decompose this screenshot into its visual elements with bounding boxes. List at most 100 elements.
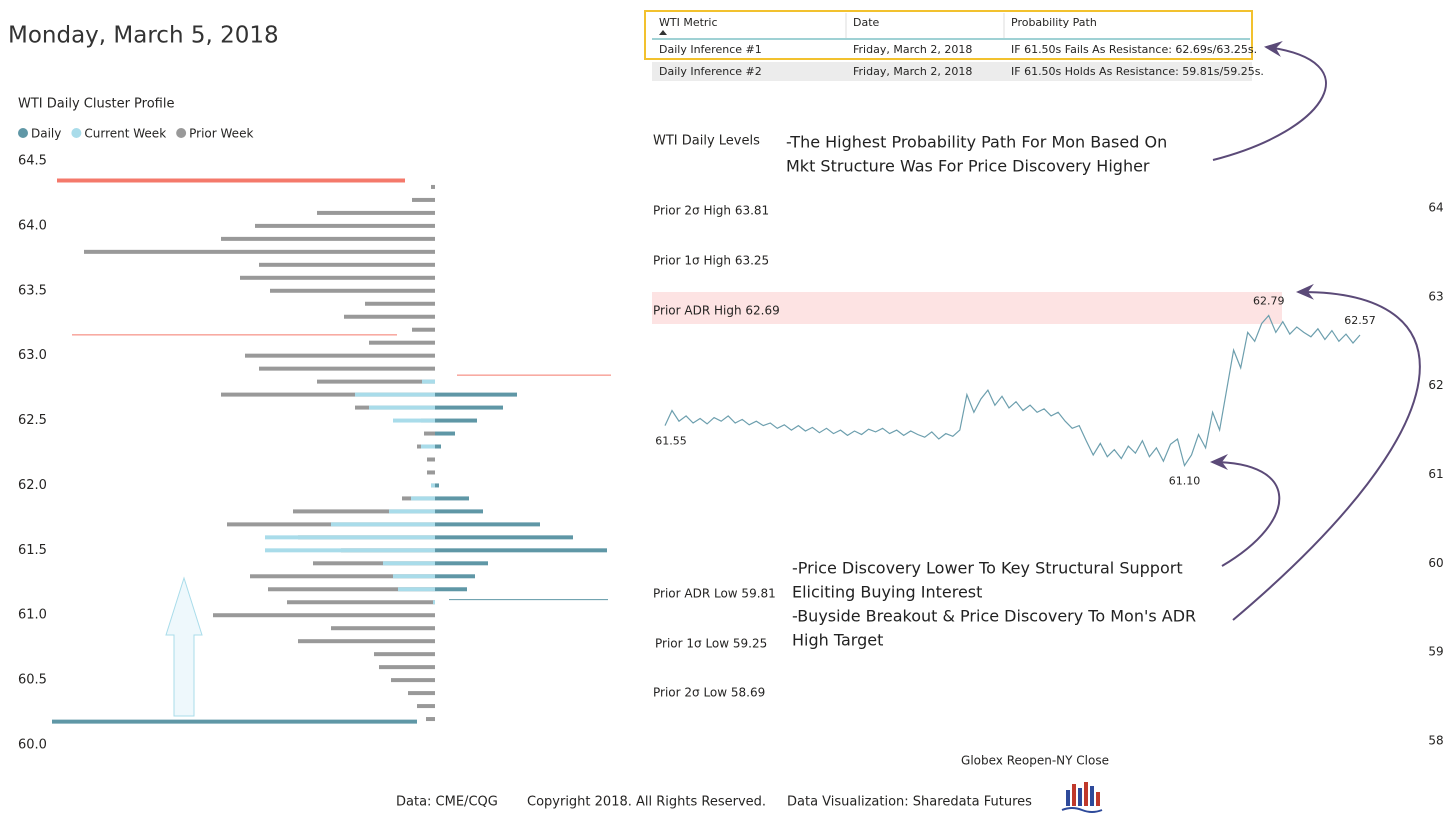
bar: [435, 496, 469, 501]
bar: [435, 405, 503, 410]
bar: [427, 470, 435, 475]
bar: [317, 210, 435, 215]
note: -The Highest Probability Path For Mon Ba…: [786, 133, 1167, 152]
legend-label: Daily: [31, 127, 61, 141]
y-tick-label: 62: [1428, 378, 1443, 392]
footer-text: Data: CME/CQG: [396, 795, 498, 810]
bar: [435, 574, 475, 579]
y-tick-label: 61.5: [18, 543, 47, 558]
bar: [398, 587, 435, 592]
bar: [365, 301, 435, 306]
level-label: Prior 1σ Low 59.25: [655, 637, 767, 651]
level-label: Prior 1σ High 63.25: [653, 254, 769, 268]
y-tick-label: 63.0: [18, 348, 47, 363]
bar: [427, 457, 435, 462]
chart-title: WTI Daily Cluster Profile: [18, 97, 174, 112]
bar: [435, 535, 573, 540]
bar: [433, 600, 435, 605]
level-label: Prior 2σ High 63.81: [653, 204, 769, 218]
footer-text: Data Visualization: Sharedata Futures: [787, 795, 1032, 810]
bar: [259, 366, 435, 371]
cell: Friday, March 2, 2018: [853, 65, 972, 78]
y-tick-label: 62.5: [18, 413, 47, 428]
logo: [1061, 782, 1103, 813]
sort-icon: [659, 30, 667, 35]
note: -Price Discovery Lower To Key Structural…: [792, 559, 1183, 578]
y-tick-label: 58: [1428, 734, 1443, 748]
bar: [213, 613, 435, 618]
legend-label: Current Week: [84, 127, 166, 141]
bar: [255, 223, 435, 228]
bar: [421, 444, 435, 449]
bar: [412, 197, 435, 202]
note: -Buyside Breakout & Price Discovery To M…: [792, 607, 1196, 626]
bar: [389, 509, 435, 514]
bar: [298, 639, 435, 644]
bar: [265, 535, 435, 540]
bar: [411, 496, 435, 501]
legend-marker: [176, 128, 187, 138]
y-tick-label: 63: [1428, 289, 1443, 303]
data-label: 61.55: [655, 435, 687, 448]
arrow: [1210, 454, 1281, 567]
y-tick-label: 64.5: [18, 154, 47, 169]
level-label: Prior ADR High 62.69: [653, 304, 780, 318]
bar: [383, 561, 435, 566]
y-tick-label: 64: [1428, 201, 1443, 215]
bar: [221, 392, 435, 397]
arrow: [1212, 41, 1327, 161]
page-title: Monday, March 5, 2018: [8, 23, 279, 49]
cell: IF 61.50s Holds As Resistance: 59.81s/59…: [1011, 65, 1264, 78]
bar: [422, 379, 435, 384]
bar: [331, 522, 435, 527]
legend-marker: [18, 128, 28, 138]
bar: [435, 587, 467, 592]
bar: [424, 431, 435, 436]
bar: [245, 353, 435, 358]
note: Mkt Structure Was For Price Discovery Hi…: [786, 157, 1150, 176]
bar: [435, 483, 439, 488]
bar: [240, 275, 435, 280]
bar: [426, 717, 435, 722]
bar: [374, 652, 435, 657]
bar: [435, 548, 607, 553]
bar: [435, 431, 455, 436]
column-header: Probability Path: [1011, 16, 1097, 29]
bar: [393, 418, 435, 423]
adr-band: [652, 292, 1282, 324]
bar: [412, 327, 435, 332]
level-label: Prior 2σ Low 58.69: [653, 686, 765, 700]
bar: [250, 574, 435, 579]
bar: [344, 314, 435, 319]
bar: [391, 678, 435, 683]
y-tick-label: 62.0: [18, 478, 47, 493]
bar: [435, 444, 441, 449]
legend-marker: [71, 128, 82, 138]
table-frame: [644, 10, 1253, 60]
bar: [435, 392, 517, 397]
cell: IF 61.50s Fails As Resistance: 62.69s/63…: [1011, 43, 1257, 56]
data-label: 62.79: [1253, 294, 1285, 307]
legend-label: Prior Week: [189, 127, 253, 141]
table-row-bg: [652, 62, 1252, 81]
column-header: WTI Metric: [659, 16, 718, 29]
y-tick-label: 61.0: [18, 608, 47, 623]
bar: [369, 405, 435, 410]
bar: [270, 288, 435, 293]
note: High Target: [792, 631, 883, 650]
y-tick-label: 59: [1428, 645, 1443, 659]
note: Eliciting Buying Interest: [792, 583, 982, 602]
bar: [435, 418, 477, 423]
bar: [379, 665, 435, 670]
bar: [431, 184, 435, 189]
bar: [435, 561, 488, 566]
bar: [265, 548, 435, 553]
data-label: 61.10: [1169, 475, 1201, 488]
bar: [317, 379, 435, 384]
bar: [431, 483, 435, 488]
level-label: Prior ADR Low 59.81: [653, 587, 776, 601]
bar: [435, 509, 483, 514]
bar: [313, 561, 435, 566]
